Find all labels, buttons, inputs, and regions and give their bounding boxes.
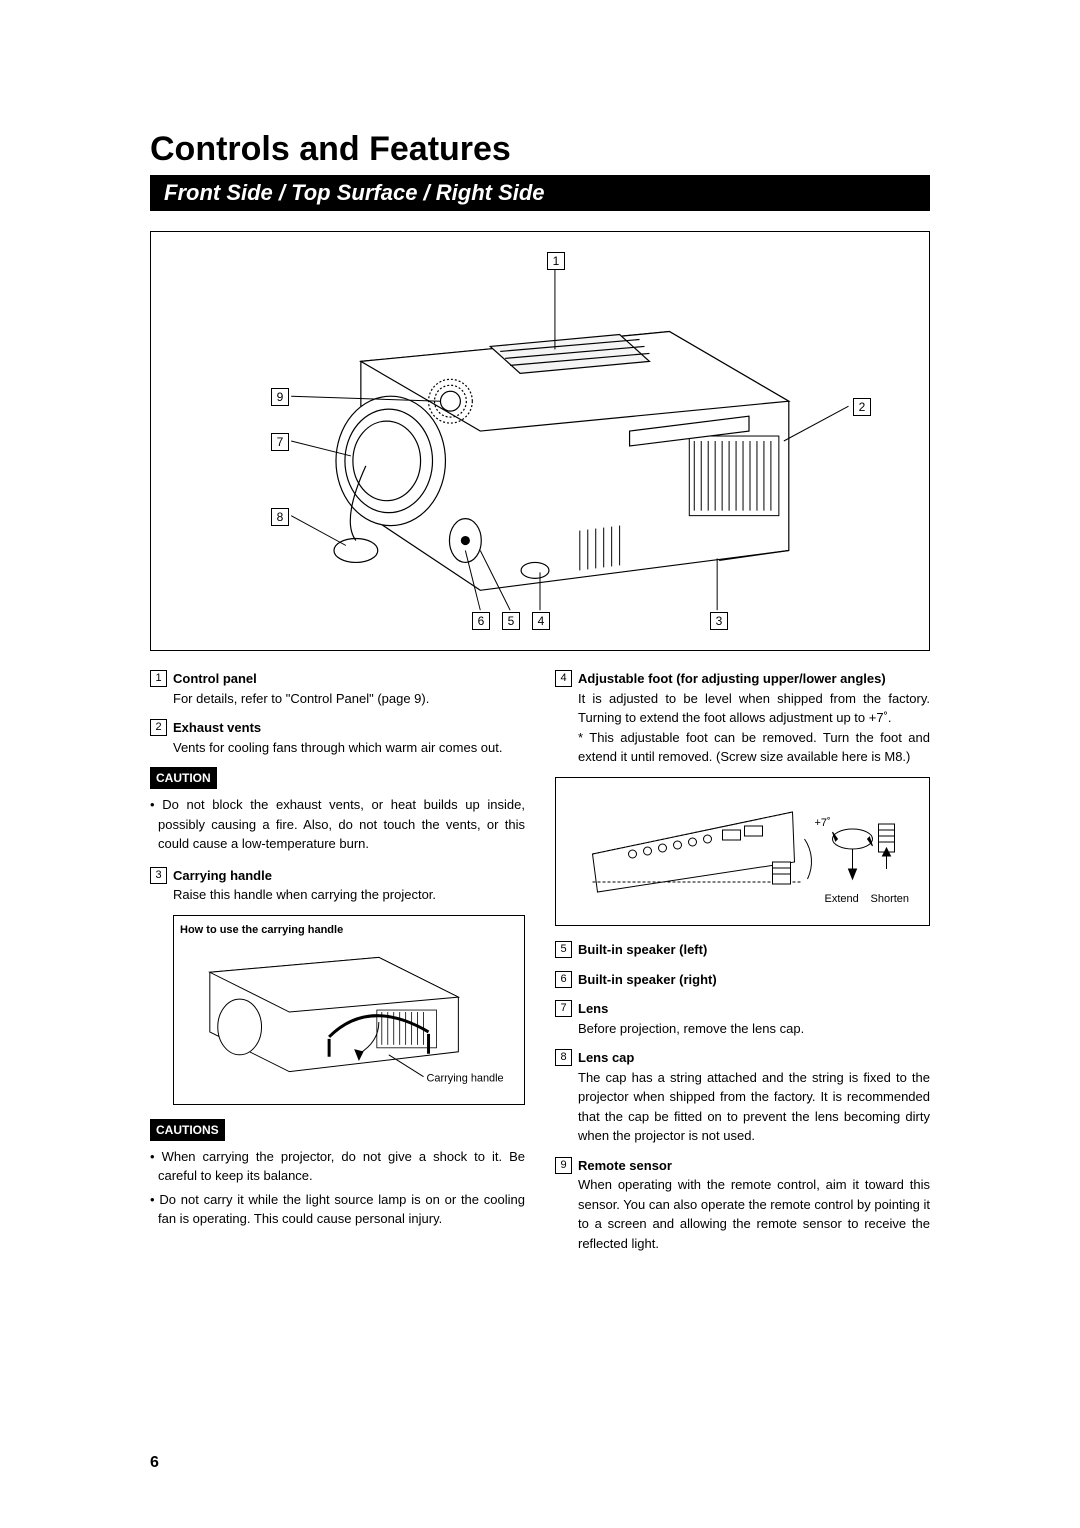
item-num-1: 1 [150, 670, 167, 687]
callout-3: 3 [710, 612, 728, 630]
item-carrying-handle: 3 Carrying handle Raise this handle when… [150, 866, 525, 905]
caution-1-list: Do not block the exhaust vents, or heat … [150, 795, 525, 854]
item-remote-sensor: 9 Remote sensor When operating with the … [555, 1156, 930, 1254]
foot-angle-text: +7˚ [815, 817, 831, 829]
item-title-8: Lens cap [578, 1048, 634, 1068]
item-lens: 7 Lens Before projection, remove the len… [555, 999, 930, 1038]
item-speaker-right: 6 Built-in speaker (right) [555, 970, 930, 990]
item-speaker-left: 5 Built-in speaker (left) [555, 940, 930, 960]
callout-1: 1 [547, 252, 565, 270]
carrying-handle-figure: How to use the carrying handle [173, 915, 525, 1105]
item-body-1: For details, refer to "Control Panel" (p… [173, 689, 525, 709]
handle-label-text: Carrying handle [427, 1073, 504, 1085]
item-num-6: 6 [555, 971, 572, 988]
item-title-4: Adjustable foot (for adjusting upper/low… [578, 669, 886, 689]
item-title-7: Lens [578, 999, 608, 1019]
handle-fig-title: How to use the carrying handle [180, 922, 518, 939]
item-title-1: Control panel [173, 669, 257, 689]
item-title-5: Built-in speaker (left) [578, 940, 707, 960]
page-title: Controls and Features [150, 130, 930, 169]
item-body-3: Raise this handle when carrying the proj… [173, 885, 525, 905]
callout-2: 2 [853, 398, 871, 416]
foot-shorten-text: Shorten [871, 893, 910, 905]
item-num-9: 9 [555, 1157, 572, 1174]
main-diagram: 1 2 3 4 5 6 7 8 9 [150, 231, 930, 651]
caution-2-bullet-2: Do not carry it while the light source l… [158, 1190, 525, 1229]
handle-fig-svg: Carrying handle [180, 942, 518, 1092]
item-num-5: 5 [555, 941, 572, 958]
item-num-2: 2 [150, 719, 167, 736]
left-column: 1 Control panel For details, refer to "C… [150, 669, 525, 1263]
item-num-3: 3 [150, 867, 167, 884]
foot-fig-svg: +7˚ Extend Shorten [562, 784, 923, 914]
item-exhaust-vents: 2 Exhaust vents Vents for cooling fans t… [150, 718, 525, 757]
item-title-2: Exhaust vents [173, 718, 261, 738]
caution-2-bullet-1: When carrying the projector, do not give… [158, 1147, 525, 1186]
item-title-9: Remote sensor [578, 1156, 672, 1176]
section-header-text: Front Side / Top Surface / Right Side [150, 178, 930, 208]
item-control-panel: 1 Control panel For details, refer to "C… [150, 669, 525, 708]
caution-label-1: CAUTION [150, 767, 217, 789]
item-lens-cap: 8 Lens cap The cap has a string attached… [555, 1048, 930, 1146]
foot-extend-text: Extend [825, 893, 859, 905]
item-title-6: Built-in speaker (right) [578, 970, 717, 990]
item-body-4b: * This adjustable foot can be removed. T… [578, 728, 930, 767]
item-num-7: 7 [555, 1000, 572, 1017]
section-header-bar: Front Side / Top Surface / Right Side [150, 175, 930, 211]
item-body-8: The cap has a string attached and the st… [578, 1068, 930, 1146]
item-num-4: 4 [555, 670, 572, 687]
item-body-4a: It is adjusted to be level when shipped … [578, 689, 930, 728]
callout-6: 6 [472, 612, 490, 630]
item-title-3: Carrying handle [173, 866, 272, 886]
item-body-7: Before projection, remove the lens cap. [578, 1019, 930, 1039]
item-body-2: Vents for cooling fans through which war… [173, 738, 525, 758]
callout-9: 9 [271, 388, 289, 406]
callout-7: 7 [271, 433, 289, 451]
right-column: 4 Adjustable foot (for adjusting upper/l… [555, 669, 930, 1263]
caution-1-bullet-1: Do not block the exhaust vents, or heat … [158, 795, 525, 854]
adjustable-foot-figure: +7˚ Extend Shorten [555, 777, 930, 927]
callout-4: 4 [532, 612, 550, 630]
callout-5: 5 [502, 612, 520, 630]
page-number: 6 [150, 1454, 159, 1472]
caution-2-list: When carrying the projector, do not give… [150, 1147, 525, 1229]
caution-label-2: CAUTIONS [150, 1119, 225, 1141]
item-num-8: 8 [555, 1049, 572, 1066]
callout-8: 8 [271, 508, 289, 526]
item-body-9: When operating with the remote control, … [578, 1175, 930, 1253]
projector-diagram-svg [151, 232, 929, 650]
item-adjustable-foot: 4 Adjustable foot (for adjusting upper/l… [555, 669, 930, 767]
